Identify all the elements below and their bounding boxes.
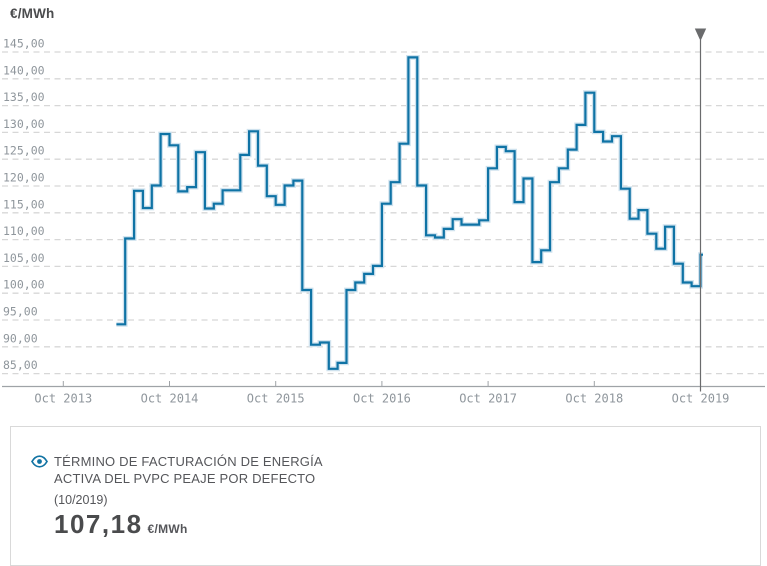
y-tick-label: 105,00 bbox=[3, 251, 45, 265]
y-tick-label: 115,00 bbox=[3, 197, 45, 211]
eye-icon[interactable] bbox=[31, 455, 48, 468]
y-tick-label: 95,00 bbox=[3, 305, 38, 319]
cursor-triangle-icon[interactable] bbox=[694, 28, 707, 42]
x-axis: Oct 2013 Oct 2014 Oct 2015 Oct 2016 Oct 2017… bbox=[2, 381, 765, 406]
series-value-unit: €/MWh bbox=[147, 522, 188, 536]
series-period: (10/2019) bbox=[54, 493, 108, 507]
y-tick-label: 140,00 bbox=[3, 63, 45, 77]
y-tick-label: 90,00 bbox=[3, 331, 38, 345]
legend-text-block: TÉRMINO DE FACTURACIÓN DE ENERGÍA ACTIVA… bbox=[54, 453, 323, 540]
price-step-chart[interactable]: 145,00 140,00 135,00 130,00 125,00 120,00 115,… bbox=[0, 0, 767, 420]
legend-item-pvpc[interactable]: TÉRMINO DE FACTURACIÓN DE ENERGÍA ACTIVA… bbox=[31, 453, 760, 540]
x-tick-label: Oct 2016 bbox=[353, 392, 411, 406]
eye-outline bbox=[31, 455, 48, 468]
y-axis-unit-label: €/MWh bbox=[10, 6, 55, 21]
y-tick-label: 110,00 bbox=[3, 224, 45, 238]
y-tick-label: 120,00 bbox=[3, 171, 45, 185]
y-tick-label: 130,00 bbox=[3, 117, 45, 131]
eye-pupil bbox=[37, 459, 42, 464]
x-tick-label: Oct 2013 bbox=[34, 392, 92, 406]
legend-card: TÉRMINO DE FACTURACIÓN DE ENERGÍA ACTIVA… bbox=[10, 426, 761, 566]
cursor-marker[interactable] bbox=[694, 28, 707, 392]
plot-line bbox=[116, 55, 703, 372]
x-tick-label: Oct 2019 bbox=[672, 392, 730, 406]
y-tick-label: 100,00 bbox=[3, 278, 45, 292]
y-tick-label: 145,00 bbox=[3, 37, 45, 51]
x-tick-label: Oct 2017 bbox=[459, 392, 517, 406]
y-axis-labels: 145,00 140,00 135,00 130,00 125,00 120,00 115,… bbox=[3, 37, 45, 373]
series-value: 107,18 bbox=[54, 509, 143, 539]
y-tick-label: 125,00 bbox=[3, 144, 45, 158]
series-line[interactable] bbox=[116, 56, 703, 370]
series-title-line1: TÉRMINO DE FACTURACIÓN DE ENERGÍA bbox=[54, 454, 323, 469]
x-tick-label: Oct 2014 bbox=[141, 392, 199, 406]
series-value-row: 107,18 €/MWh bbox=[54, 509, 323, 540]
x-tick-label: Oct 2015 bbox=[247, 392, 305, 406]
series-title-line2: ACTIVA DEL PVPC PEAJE POR DEFECTO bbox=[54, 471, 316, 486]
y-tick-label: 135,00 bbox=[3, 90, 45, 104]
y-tick-label: 85,00 bbox=[3, 358, 38, 372]
chart-area: 145,00 140,00 135,00 130,00 125,00 120,00 115,… bbox=[0, 0, 767, 420]
x-tick-label: Oct 2018 bbox=[565, 392, 623, 406]
